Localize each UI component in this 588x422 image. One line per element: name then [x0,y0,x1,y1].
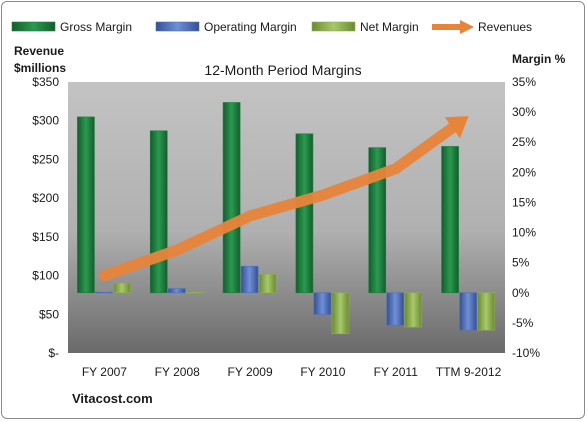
legend-swatch-gross-margin [11,21,56,32]
right-tick-label: -10% [512,346,540,360]
right-axis-title: Margin % [512,52,566,66]
category-label: FY 2011 [374,365,419,379]
bar-net-margin [404,292,423,328]
legend-swatch-net-margin [311,21,356,32]
left-tick-label: $50 [39,307,59,321]
legend-swatch-revenues-arrow [460,20,474,34]
category-label: FY 2010 [300,365,345,379]
left-tick-label: $- [48,346,59,360]
revenue-arrowhead [444,116,469,139]
right-tick-label: 10% [512,226,536,240]
bar-gross-margin [368,147,387,294]
source-label: Vitacost.com [72,391,153,406]
bar-net-margin [258,273,277,294]
bar-gross-margin [77,116,95,294]
bar-gross-margin [295,133,314,294]
bar-marks [77,102,495,335]
right-tick-label: 25% [512,135,536,149]
left-axis-title-line2: $millions [14,61,66,75]
bar-gross-margin [441,146,459,294]
right-axis-ticks: -10% -5% 0% 5% 10% 15% 20% 25% 30% 35% [512,75,540,360]
bar-operating-margin [240,265,259,294]
left-tick-label: $150 [32,230,59,244]
legend-label: Operating Margin [204,20,297,34]
left-tick-label: $350 [32,75,59,89]
category-label: FY 2009 [228,365,273,379]
right-tick-label: 15% [512,195,536,209]
plot-area [68,82,505,353]
bar-operating-margin [313,292,332,315]
left-axis-ticks: $- $50 $100 $150 $200 $250 $300 $350 [32,75,59,360]
bar-gross-margin [149,130,168,294]
bar-net-margin [113,282,131,294]
bar-operating-margin [386,292,405,326]
revenue-line-path [98,122,458,282]
chart-svg: 12-Month Period Margins Revenue $million… [11,20,566,406]
right-tick-label: -5% [512,316,534,330]
right-tick-label: 5% [512,256,530,270]
category-label: TTM 9-2012 [436,365,502,379]
chart-title: 12-Month Period Margins [204,62,361,78]
bar-net-margin [331,292,350,335]
right-tick-label: 30% [512,105,536,119]
legend-label: Net Margin [360,20,419,34]
left-tick-label: $250 [32,152,59,166]
category-label: FY 2008 [155,365,200,379]
left-tick-label: $200 [32,191,59,205]
left-axis-title-line1: Revenue [14,44,64,58]
legend-swatch-operating-margin [155,21,200,32]
category-labels: FY 2007 FY 2008 FY 2009 FY 2010 FY 2011 TTM 9… [82,365,502,379]
left-tick-label: $300 [32,114,59,128]
revenue-line [98,116,469,282]
bar-operating-margin [459,292,477,331]
bar-gross-margin [222,102,241,294]
right-tick-label: 0% [512,286,530,300]
bar-operating-margin [95,291,113,294]
bar-net-margin [185,291,204,294]
left-tick-label: $100 [32,269,59,283]
bar-operating-margin [167,288,186,294]
right-tick-label: 20% [512,165,536,179]
legend: Gross Margin Operating Margin Net Margin Re… [11,20,532,34]
legend-label: Revenues [478,20,532,34]
category-label: FY 2007 [82,365,127,379]
legend-label: Gross Margin [60,20,132,34]
right-tick-label: 35% [512,75,536,89]
bar-net-margin [477,292,495,331]
